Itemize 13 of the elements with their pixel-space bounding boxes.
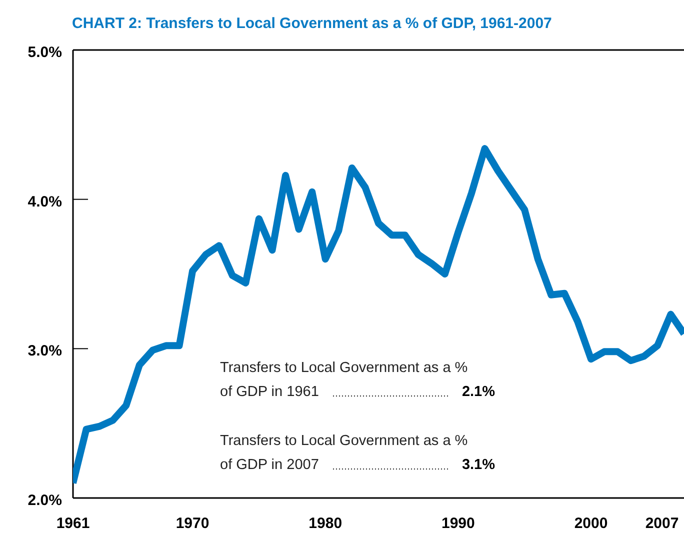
- y-tick-label: 3.0%: [28, 342, 62, 360]
- x-tick-label: 2007: [645, 515, 679, 532]
- x-tick-label: 2000: [574, 515, 608, 532]
- x-tick-label: 1970: [176, 515, 210, 532]
- text: Transfers to Local Government as a % of GDP in 1961 2.1%: [220, 360, 495, 400]
- x-tick-label: 1990: [442, 515, 475, 532]
- x-tick-label: 1961: [56, 515, 90, 532]
- text: Transfers to Local Government as a % of GDP in 2007 3.1%: [220, 433, 495, 473]
- y-tick-label: 2.0%: [28, 492, 62, 509]
- chart-title: CHART 2: Transfers to Local Government as a % of GDP, 1961-2007: [72, 15, 552, 32]
- y-tick-label: 4.0%: [28, 193, 62, 210]
- y-tick-label: 5.0%: [28, 44, 62, 61]
- x-tick-label: 1980: [308, 515, 342, 532]
